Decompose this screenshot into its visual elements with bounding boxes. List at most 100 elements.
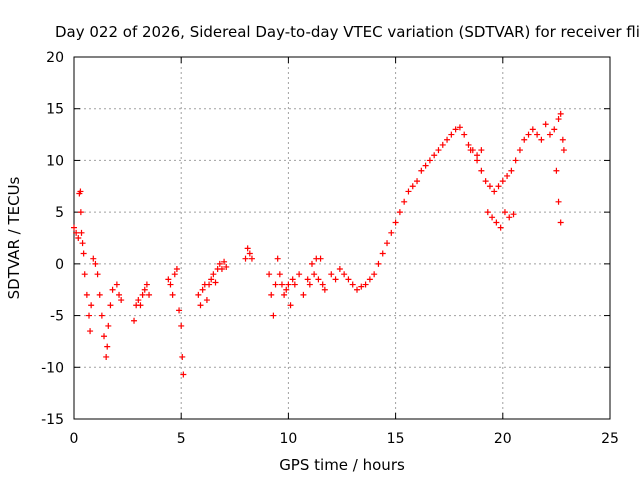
data-point bbox=[274, 255, 281, 262]
data-point bbox=[311, 271, 318, 278]
chart-title: Day 022 of 2026, Sidereal Day-to-day VTE… bbox=[55, 23, 640, 41]
data-point bbox=[336, 266, 343, 273]
data-point bbox=[384, 240, 391, 247]
data-point bbox=[206, 281, 213, 288]
data-point bbox=[555, 198, 562, 205]
data-point bbox=[332, 276, 339, 283]
data-point bbox=[300, 291, 307, 298]
data-point bbox=[113, 281, 120, 288]
data-point bbox=[467, 147, 474, 154]
data-point bbox=[109, 286, 116, 293]
data-point bbox=[482, 178, 489, 185]
data-point bbox=[94, 271, 101, 278]
data-point bbox=[143, 281, 150, 288]
data-point bbox=[553, 167, 560, 174]
data-point bbox=[281, 291, 288, 298]
data-point bbox=[418, 167, 425, 174]
data-point bbox=[116, 291, 123, 298]
data-point bbox=[179, 353, 186, 360]
data-point bbox=[349, 281, 356, 288]
data-point bbox=[559, 136, 566, 143]
data-point bbox=[203, 297, 210, 304]
data-point bbox=[73, 229, 80, 236]
data-point bbox=[242, 255, 249, 262]
y-tick-label: 15 bbox=[46, 102, 64, 118]
data-point bbox=[388, 229, 395, 236]
data-point bbox=[538, 136, 545, 143]
data-point bbox=[244, 245, 251, 252]
data-point bbox=[504, 172, 511, 179]
plot-frame bbox=[73, 56, 611, 420]
data-point bbox=[396, 209, 403, 216]
data-point bbox=[197, 302, 204, 309]
data-point bbox=[478, 147, 485, 154]
data-point bbox=[287, 302, 294, 309]
data-point bbox=[171, 271, 178, 278]
data-point bbox=[180, 371, 187, 378]
x-tick-label: 15 bbox=[387, 431, 405, 447]
data-point bbox=[555, 116, 562, 123]
data-point bbox=[87, 328, 94, 335]
data-point bbox=[131, 317, 138, 324]
data-point bbox=[426, 157, 433, 164]
data-point bbox=[83, 291, 90, 298]
data-point bbox=[104, 343, 111, 350]
data-point bbox=[501, 209, 508, 216]
data-point bbox=[107, 302, 114, 309]
data-point bbox=[165, 276, 172, 283]
data-point bbox=[491, 188, 498, 195]
data-point bbox=[81, 271, 88, 278]
y-tick-label: -15 bbox=[41, 412, 64, 428]
data-point bbox=[248, 255, 255, 262]
data-point bbox=[270, 312, 277, 319]
data-point bbox=[525, 131, 532, 138]
data-point bbox=[341, 271, 348, 278]
data-point bbox=[268, 291, 275, 298]
data-point bbox=[551, 126, 558, 133]
data-point bbox=[439, 141, 446, 148]
data-point bbox=[484, 209, 491, 216]
data-point bbox=[218, 266, 225, 273]
data-point bbox=[92, 260, 99, 267]
data-point bbox=[304, 276, 311, 283]
data-point bbox=[139, 291, 146, 298]
data-point bbox=[375, 260, 382, 267]
y-tick-label: 10 bbox=[46, 153, 64, 169]
data-point bbox=[431, 152, 438, 159]
data-point bbox=[285, 281, 292, 288]
data-point bbox=[169, 291, 176, 298]
data-point bbox=[96, 291, 103, 298]
data-point bbox=[212, 279, 219, 286]
y-tick-label: 20 bbox=[46, 50, 64, 66]
data-point bbox=[71, 224, 77, 231]
data-point bbox=[146, 291, 153, 298]
data-point bbox=[495, 183, 502, 190]
data-point bbox=[105, 322, 112, 329]
data-point bbox=[308, 260, 315, 267]
data-point bbox=[78, 229, 85, 236]
data-point bbox=[75, 235, 82, 241]
data-point bbox=[173, 266, 180, 273]
data-point bbox=[77, 188, 84, 195]
data-point bbox=[315, 276, 322, 283]
data-point bbox=[103, 353, 110, 360]
data-point bbox=[405, 188, 412, 195]
data-point bbox=[216, 260, 223, 267]
data-point bbox=[560, 147, 567, 154]
x-tick-label: 20 bbox=[494, 431, 512, 447]
data-point bbox=[195, 291, 202, 298]
data-point bbox=[489, 214, 496, 221]
data-point bbox=[448, 131, 455, 138]
data-points bbox=[71, 110, 567, 378]
y-tick-label: -5 bbox=[50, 309, 64, 325]
data-point bbox=[362, 281, 369, 288]
data-point bbox=[512, 157, 519, 164]
x-axis-label: GPS time / hours bbox=[279, 456, 405, 474]
data-point bbox=[474, 152, 481, 159]
y-tick-label: 5 bbox=[55, 205, 64, 221]
data-point bbox=[461, 131, 468, 138]
data-point bbox=[328, 271, 335, 278]
data-point bbox=[546, 131, 553, 138]
data-point bbox=[529, 126, 536, 133]
